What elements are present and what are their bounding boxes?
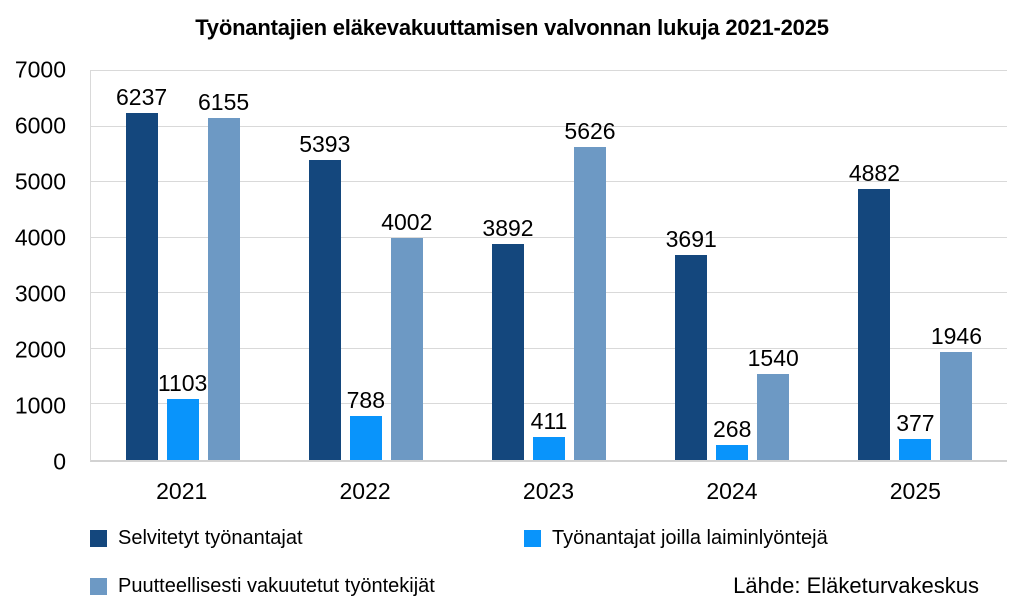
bar — [390, 237, 423, 460]
gridline — [91, 125, 1007, 127]
legend-label: Puutteellisesti vakuutetut työntekijät — [118, 574, 435, 597]
bar-value-label: 4002 — [381, 208, 433, 235]
legend-label: Työnantajat joilla laiminlyöntejä — [552, 526, 828, 549]
plot-area: 6237 1103 6155 5393 788 4002 3892 411 5626 3691 26… — [90, 70, 1007, 462]
bar — [757, 374, 790, 460]
bar — [899, 439, 932, 460]
bar-with-label: 4882 — [849, 71, 900, 460]
bar-value-label: 1103 — [157, 369, 208, 396]
bar — [492, 243, 524, 460]
bar-group: 3691 268 1540 — [641, 71, 824, 460]
gridline — [91, 347, 1007, 349]
x-axis-category-label: 2025 — [889, 478, 941, 504]
bar-with-label: 5393 — [299, 71, 350, 460]
bar-value-label: 1946 — [930, 322, 982, 349]
bar-with-label: 6237 — [116, 71, 167, 460]
bar — [207, 117, 240, 460]
bar-value-label: 5393 — [299, 131, 351, 158]
x-axis: 2021 2022 2023 2024 2025 — [90, 478, 1007, 505]
bar-value-label: 5626 — [564, 118, 616, 145]
y-axis-tick-label: 3000 — [14, 280, 66, 307]
bar-group: 5393 788 4002 — [274, 71, 457, 460]
bar-value-label: 3892 — [482, 214, 534, 241]
bar-with-label: 788 — [346, 71, 385, 460]
bar-with-label: 6155 — [198, 71, 249, 460]
y-axis-tick-label: 5000 — [14, 168, 66, 195]
gridline — [91, 181, 1007, 183]
bar-group: 6237 1103 6155 — [91, 71, 274, 460]
legend-item: Työnantajat joilla laiminlyöntejä — [524, 527, 1007, 550]
bar — [308, 160, 341, 460]
legend-item: Selvitetyt työnantajat — [90, 527, 524, 550]
y-axis-tick-label: 0 — [53, 448, 66, 475]
bar — [675, 254, 708, 460]
gridline — [91, 403, 1007, 405]
bar-value-label: 411 — [530, 408, 568, 435]
bar-group: 3892 411 5626 — [457, 71, 640, 460]
bar-value-label: 6237 — [116, 84, 168, 111]
y-axis-tick-label: 6000 — [14, 112, 66, 139]
bar — [533, 437, 565, 460]
bar-value-label: 1540 — [747, 345, 799, 372]
legend: Selvitetyt työnantajat Työnantajat joill… — [90, 521, 1007, 603]
bar-with-label: 3892 — [482, 71, 534, 460]
bar-with-label: 411 — [530, 71, 568, 460]
source-note: Lähde: Eläketurvakeskus — [733, 573, 979, 598]
bar — [125, 113, 158, 460]
legend-swatch — [524, 529, 541, 547]
bar — [574, 147, 606, 460]
legend-label: Selvitetyt työnantajat — [118, 526, 303, 549]
y-axis: 0 1000 2000 3000 4000 5000 6000 7000 — [0, 58, 66, 473]
x-axis-category-label: 2024 — [706, 478, 758, 504]
y-axis-tick-label: 4000 — [14, 224, 66, 251]
bar-value-label: 4882 — [848, 159, 900, 186]
bar-value-label: 377 — [896, 410, 935, 437]
y-axis-tick-label: 2000 — [14, 336, 66, 363]
bar — [166, 398, 199, 460]
bar-with-label: 3691 — [666, 71, 717, 460]
legend-swatch — [90, 577, 107, 595]
bar-group: 4882 377 1946 — [824, 71, 1007, 460]
bar-value-label: 268 — [713, 416, 752, 443]
bar-value-label: 788 — [346, 387, 385, 414]
bar — [858, 188, 891, 460]
bar-with-label: 377 — [896, 71, 935, 460]
x-axis-category-label: 2022 — [339, 478, 391, 504]
bar-value-label: 3691 — [665, 225, 717, 252]
gridline — [91, 236, 1007, 238]
bar-with-label: 5626 — [564, 71, 616, 460]
gridline — [91, 292, 1007, 294]
bar — [716, 445, 749, 460]
bar — [940, 351, 973, 460]
bar-groups: 6237 1103 6155 5393 788 4002 3892 411 5626 3691 26… — [91, 71, 1007, 460]
bar-with-label: 268 — [713, 71, 752, 460]
x-axis-category-label: 2021 — [156, 478, 208, 504]
bar-with-label: 1946 — [931, 71, 982, 460]
legend-item: Puutteellisesti vakuutetut työntekijät — [90, 575, 524, 598]
x-axis-category-label: 2023 — [522, 478, 575, 504]
bar — [349, 416, 382, 460]
y-axis-tick-label: 1000 — [14, 392, 66, 419]
y-axis-tick-label: 7000 — [14, 56, 66, 83]
legend-swatch — [90, 529, 107, 547]
bar-with-label: 1540 — [748, 71, 799, 460]
bar-with-label: 4002 — [381, 71, 432, 460]
bar-value-label: 6155 — [198, 88, 250, 115]
bar-with-label: 1103 — [158, 71, 207, 460]
chart-title: Työnantajien eläkevakuuttamisen valvonna… — [195, 15, 829, 40]
